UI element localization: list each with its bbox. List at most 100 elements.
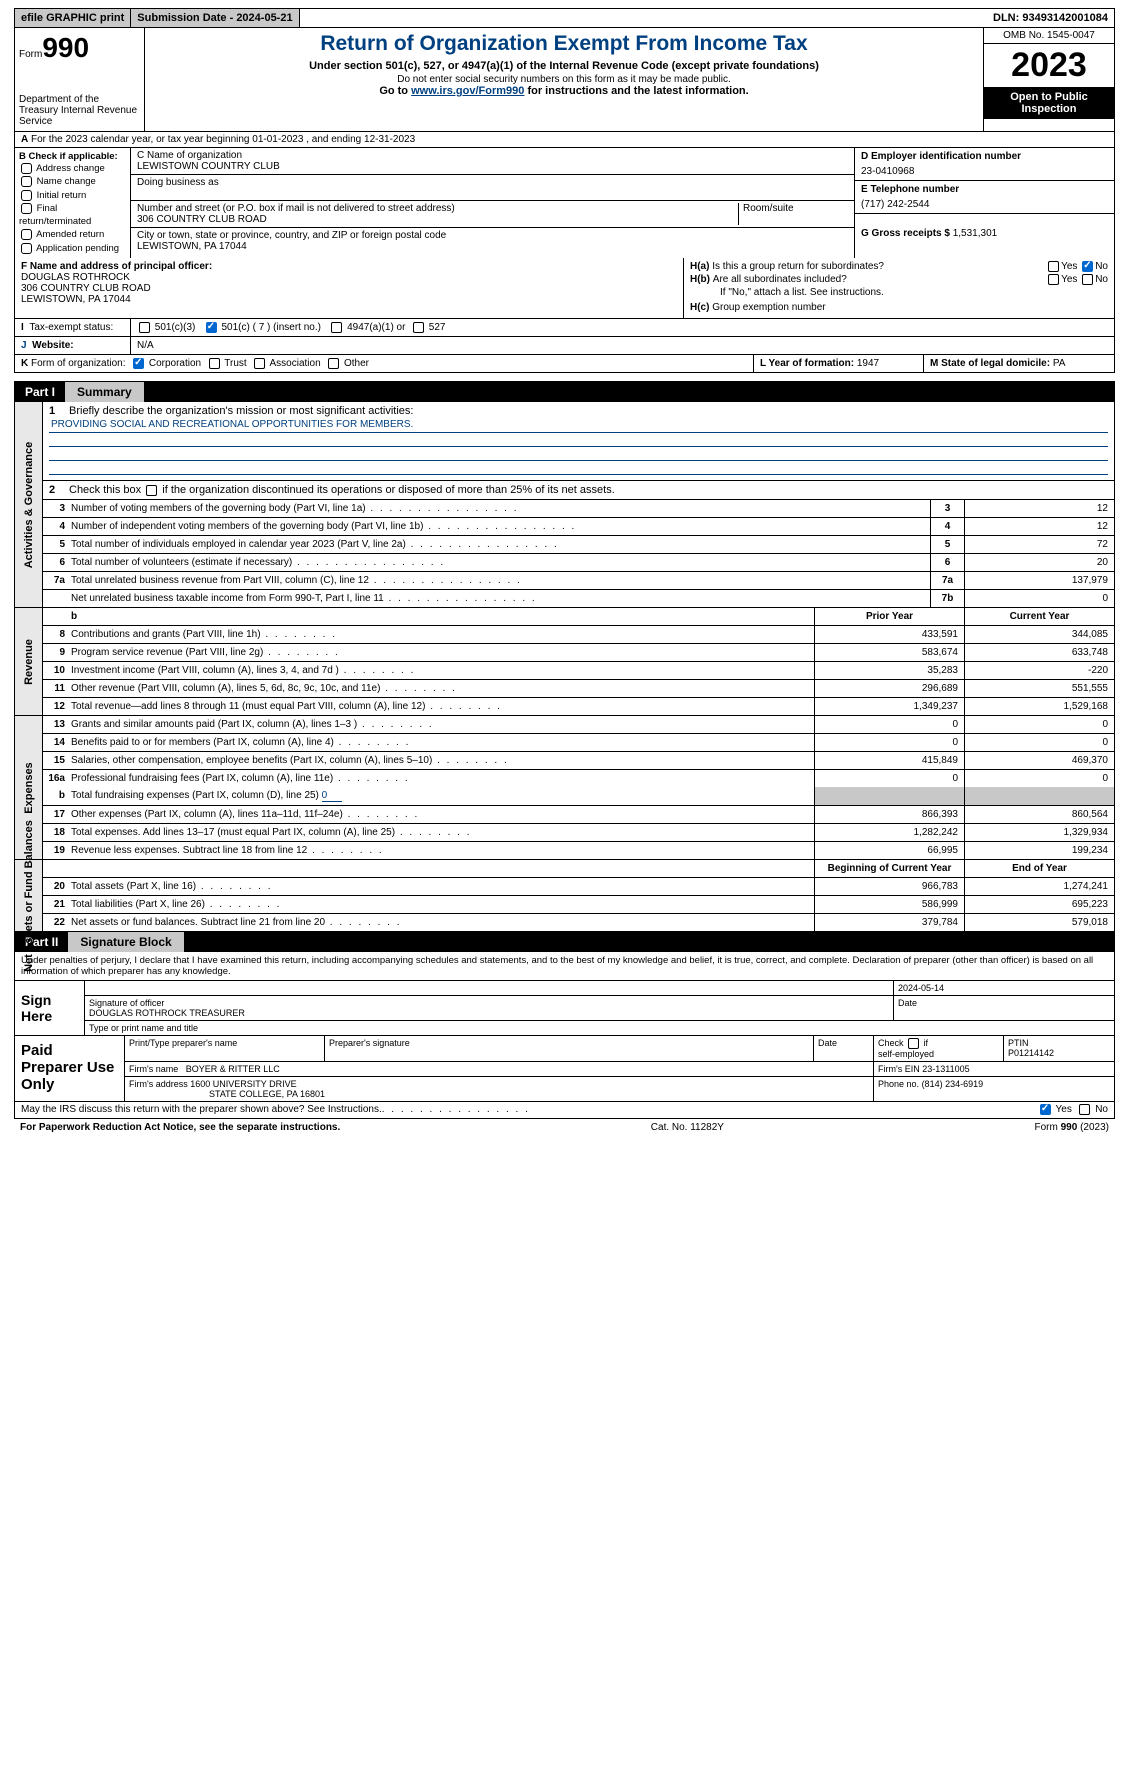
current-value: 344,085 <box>964 626 1114 643</box>
tax-year: 2023 <box>984 44 1114 87</box>
checkbox-address-change[interactable] <box>21 163 32 174</box>
prior-value: 0 <box>814 770 964 787</box>
summary-revenue: Revenue b Prior Year Current Year 8Contr… <box>14 608 1115 716</box>
gov-value: 12 <box>964 500 1114 517</box>
checkbox-ha-yes[interactable] <box>1048 261 1059 272</box>
prior-value: 0 <box>814 716 964 733</box>
inspection-badge: Open to Public Inspection <box>984 87 1114 119</box>
prior-value: 586,999 <box>814 896 964 913</box>
gov-value: 137,979 <box>964 572 1114 589</box>
box-b: B Check if applicable: Address change Na… <box>15 148 131 258</box>
officer-name: DOUGLAS ROTHROCK TREASURER <box>89 1008 889 1018</box>
section-bcd: B Check if applicable: Address change Na… <box>14 148 1115 258</box>
checkbox-501c[interactable] <box>206 322 217 333</box>
box-c: C Name of organization LEWISTOWN COUNTRY… <box>131 148 854 258</box>
checkbox-association[interactable] <box>254 358 265 369</box>
gross-receipts: 1,531,301 <box>953 228 998 239</box>
org-name: LEWISTOWN COUNTRY CLUB <box>137 161 848 172</box>
discuss-row: May the IRS discuss this return with the… <box>14 1102 1115 1118</box>
phone-value: (717) 242-2544 <box>861 199 1108 210</box>
ein-value: 23-0410968 <box>861 166 1108 177</box>
row-j: J Website: N/A <box>14 337 1115 355</box>
prior-value: 433,591 <box>814 626 964 643</box>
summary-expenses: Expenses 13Grants and similar amounts pa… <box>14 716 1115 860</box>
summary-governance: Activities & Governance 1Briefly describ… <box>14 402 1115 608</box>
prior-value: 0 <box>814 734 964 751</box>
checkbox-corporation[interactable] <box>133 358 144 369</box>
current-value: 579,018 <box>964 914 1114 931</box>
prior-value: 1,349,237 <box>814 698 964 715</box>
part2-header: Part II Signature Block <box>14 932 1115 952</box>
current-value: -220 <box>964 662 1114 679</box>
ssn-note: Do not enter social security numbers on … <box>153 74 975 85</box>
box-d: D Employer identification number 23-0410… <box>854 148 1114 258</box>
checkbox-527[interactable] <box>413 322 424 333</box>
checkbox-4947[interactable] <box>331 322 342 333</box>
checkbox-discuss-yes[interactable] <box>1040 1104 1051 1115</box>
gov-value: 20 <box>964 554 1114 571</box>
current-value: 469,370 <box>964 752 1114 769</box>
form-subtitle: Under section 501(c), 527, or 4947(a)(1)… <box>153 60 975 72</box>
prior-value: 35,283 <box>814 662 964 679</box>
paid-preparer-block: Paid Preparer Use Only Print/Type prepar… <box>14 1036 1115 1102</box>
firm-ein: 23-1311005 <box>922 1064 969 1074</box>
checkbox-amended[interactable] <box>21 229 32 240</box>
checkbox-trust[interactable] <box>209 358 220 369</box>
summary-net-assets: Net Assets or Fund Balances Beginning of… <box>14 860 1115 932</box>
submission-date: Submission Date - 2024-05-21 <box>131 9 299 27</box>
dln-label: DLN: 93493142001084 <box>987 9 1114 27</box>
checkbox-hb-yes[interactable] <box>1048 274 1059 285</box>
form-title: Return of Organization Exempt From Incom… <box>153 32 975 56</box>
page-footer: For Paperwork Reduction Act Notice, see … <box>14 1119 1115 1136</box>
top-bar: efile GRAPHIC print Submission Date - 20… <box>14 8 1115 28</box>
gov-value: 72 <box>964 536 1114 553</box>
row-a-tax-year: A For the 2023 calendar year, or tax yea… <box>14 132 1115 148</box>
checkbox-initial-return[interactable] <box>21 190 32 201</box>
current-value: 1,274,241 <box>964 878 1114 895</box>
checkbox-ha-no[interactable] <box>1082 261 1093 272</box>
current-value: 860,564 <box>964 806 1114 823</box>
current-value: 0 <box>964 770 1114 787</box>
dept-label: Department of the Treasury Internal Reve… <box>19 94 140 127</box>
prior-value: 1,282,242 <box>814 824 964 841</box>
prior-value: 66,995 <box>814 842 964 859</box>
current-value: 1,329,934 <box>964 824 1114 841</box>
mission-text: PROVIDING SOCIAL AND RECREATIONAL OPPORT… <box>49 419 1108 433</box>
current-value: 695,223 <box>964 896 1114 913</box>
goto-link-line: Go to www.irs.gov/Form990 for instructio… <box>153 85 975 97</box>
box-h: H(a) Is this a group return for subordin… <box>684 258 1114 318</box>
gov-value: 12 <box>964 518 1114 535</box>
form-header: Form990 Department of the Treasury Inter… <box>14 28 1115 132</box>
checkbox-final-return[interactable] <box>21 203 32 214</box>
current-value: 0 <box>964 734 1114 751</box>
checkbox-501c3[interactable] <box>139 322 150 333</box>
penalty-statement: Under penalties of perjury, I declare th… <box>14 952 1115 981</box>
checkbox-other[interactable] <box>328 358 339 369</box>
ptin-value: P01214142 <box>1008 1048 1110 1058</box>
firm-name: BOYER & RITTER LLC <box>186 1064 280 1074</box>
org-city: LEWISTOWN, PA 17044 <box>137 241 848 252</box>
irs-link[interactable]: www.irs.gov/Form990 <box>411 85 524 97</box>
checkbox-discontinued[interactable] <box>146 485 157 496</box>
prior-value: 415,849 <box>814 752 964 769</box>
checkbox-application-pending[interactable] <box>21 243 32 254</box>
box-f: F Name and address of principal officer:… <box>15 258 684 318</box>
efile-button[interactable]: efile GRAPHIC print <box>15 9 131 27</box>
checkbox-self-employed[interactable] <box>908 1038 919 1049</box>
checkbox-name-change[interactable] <box>21 176 32 187</box>
current-value: 0 <box>964 716 1114 733</box>
prior-value: 583,674 <box>814 644 964 661</box>
prior-value: 296,689 <box>814 680 964 697</box>
website-value: N/A <box>131 337 1114 354</box>
current-value: 199,234 <box>964 842 1114 859</box>
prior-value: 966,783 <box>814 878 964 895</box>
part1-header: Part I Summary <box>14 381 1115 402</box>
row-klm: K Form of organization: Corporation Trus… <box>14 355 1115 373</box>
section-fh: F Name and address of principal officer:… <box>14 258 1115 319</box>
sign-here-block: Sign Here 2024-05-14 Signature of office… <box>14 981 1115 1036</box>
checkbox-hb-no[interactable] <box>1082 274 1093 285</box>
checkbox-discuss-no[interactable] <box>1079 1104 1090 1115</box>
current-value: 1,529,168 <box>964 698 1114 715</box>
gov-value: 0 <box>964 590 1114 607</box>
current-value: 551,555 <box>964 680 1114 697</box>
